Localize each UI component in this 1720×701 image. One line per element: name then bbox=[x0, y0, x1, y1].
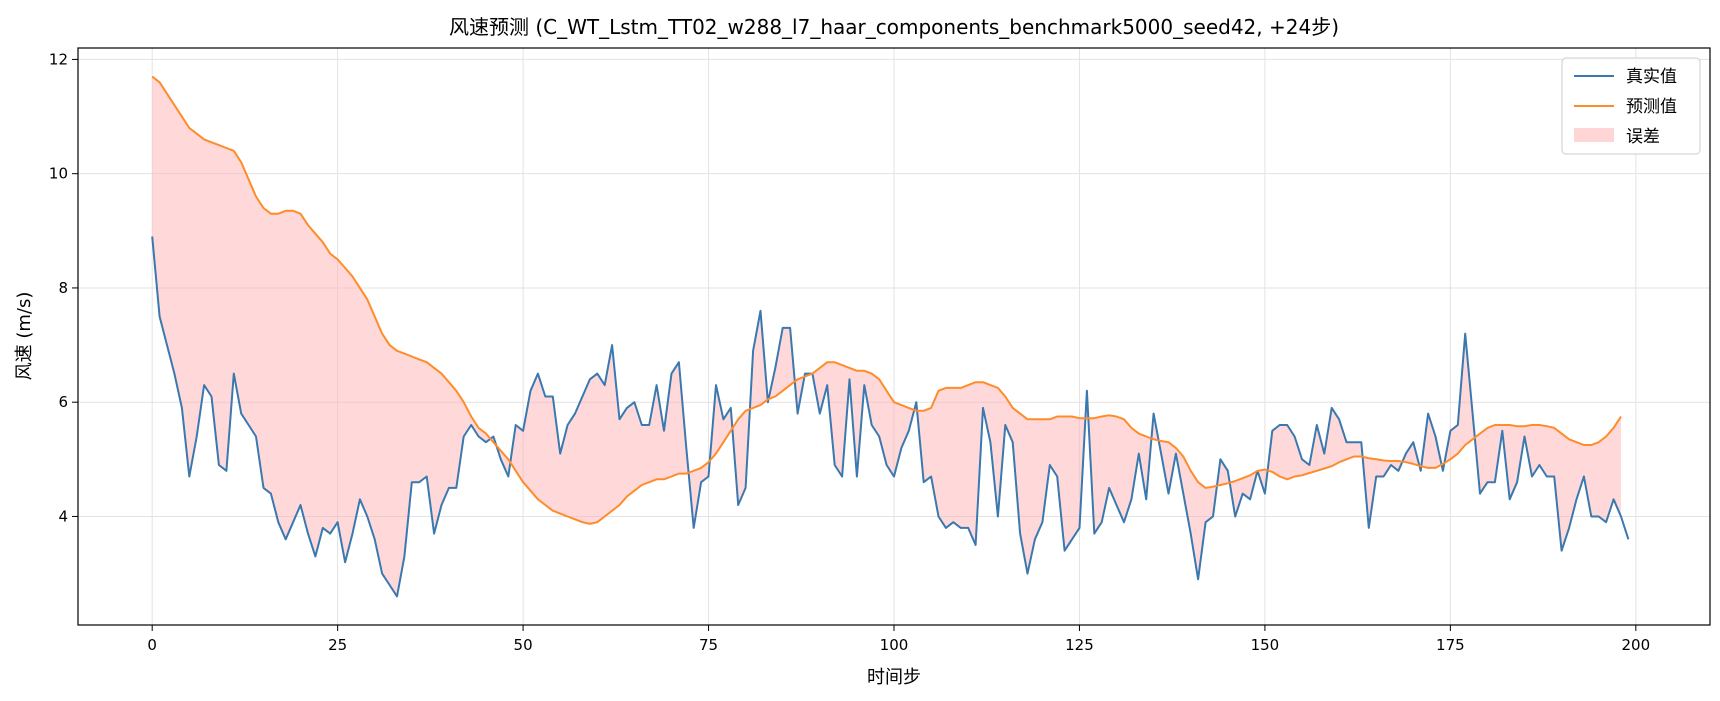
x-tick-label: 50 bbox=[514, 636, 533, 654]
y-tick-label: 12 bbox=[49, 50, 68, 68]
series-line-pred bbox=[151, 75, 1622, 525]
legend-label-pred: 预测值 bbox=[1626, 97, 1677, 117]
x-tick-label: 100 bbox=[880, 636, 909, 654]
x-axis-ticks: 0 25 50 75 100 125 150 175 200 bbox=[147, 625, 1650, 654]
error-band-area bbox=[152, 76, 1622, 597]
x-tick-label: 125 bbox=[1065, 636, 1094, 654]
x-tick-label: 175 bbox=[1436, 636, 1465, 654]
y-tick-label: 8 bbox=[58, 279, 68, 297]
y-axis-label: 风速 (m/s) bbox=[14, 292, 35, 381]
y-tick-label: 10 bbox=[49, 165, 68, 183]
legend: 真实值 预测值 误差 bbox=[1561, 57, 1701, 155]
x-axis-label: 时间步 bbox=[867, 667, 921, 688]
series-line-true bbox=[151, 236, 1630, 598]
legend-label-error: 误差 bbox=[1626, 127, 1660, 147]
y-tick-label: 6 bbox=[58, 393, 68, 411]
chart-title: 风速预测 (C_WT_Lstm_TT02_w288_l7_haar_compon… bbox=[449, 15, 1339, 39]
legend-swatch-error bbox=[1574, 128, 1614, 142]
legend-label-true: 真实值 bbox=[1626, 67, 1677, 87]
x-tick-label: 0 bbox=[147, 636, 157, 654]
x-tick-label: 150 bbox=[1251, 636, 1280, 654]
y-axis-ticks: 4 6 8 10 12 bbox=[49, 50, 78, 525]
error-band bbox=[152, 76, 1622, 597]
x-tick-label: 25 bbox=[328, 636, 347, 654]
x-tick-label: 200 bbox=[1621, 636, 1650, 654]
x-tick-label: 75 bbox=[699, 636, 718, 654]
series-lines bbox=[151, 75, 1630, 598]
y-tick-label: 4 bbox=[58, 507, 68, 525]
